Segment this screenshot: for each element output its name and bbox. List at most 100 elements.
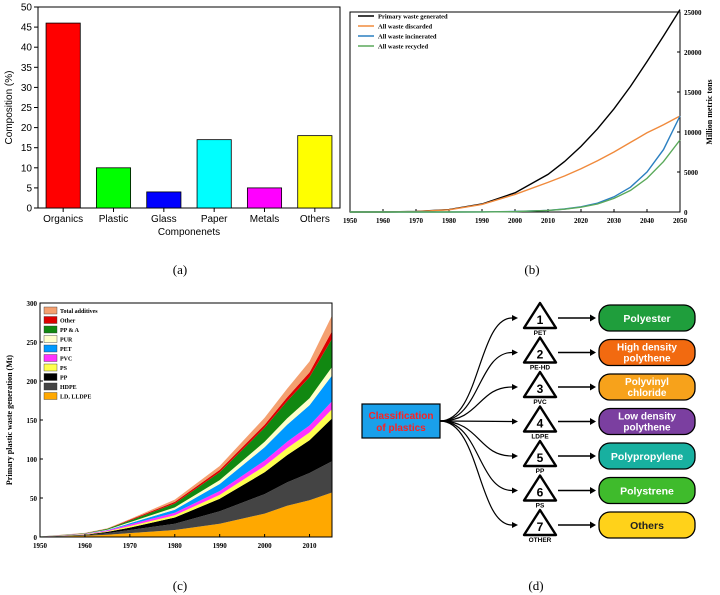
area-pet [40, 375, 332, 537]
recycle-triangle-icon [522, 370, 558, 399]
arrow-head [512, 522, 518, 528]
category-label: Polypropylene [611, 451, 684, 463]
legend-swatch [43, 354, 58, 362]
area-ps [40, 409, 332, 537]
x-tick-label: 2010 [541, 217, 556, 225]
x-tick-label: Plastic [99, 214, 128, 225]
x-axis-label: Componenets [158, 227, 220, 238]
y-tick-label: 300 [27, 300, 38, 308]
recycle-triangle-icon [522, 439, 558, 468]
legend-swatch [43, 316, 58, 324]
category-label-line2: polythene [623, 354, 671, 365]
resin-code: OTHER [529, 537, 552, 544]
y-tick-label: 20 [21, 123, 33, 134]
arrow-head [590, 521, 596, 529]
root-box [361, 403, 441, 439]
category-label-line2: polythene [623, 423, 671, 434]
resin-number: 2 [537, 348, 544, 362]
category-label-line1: High density [617, 343, 677, 354]
category-box [598, 442, 696, 470]
category-box [598, 407, 696, 436]
y-tick-label: 200 [27, 378, 38, 386]
x-tick-label: Others [300, 214, 330, 225]
bar [297, 135, 333, 209]
y-tick-label: 25 [21, 103, 33, 114]
x-tick-label: Metals [250, 214, 279, 225]
x-tick-label: 2000 [508, 217, 523, 225]
x-tick-label: 2010 [303, 542, 318, 550]
y-tick-label: 50 [21, 3, 33, 14]
chart-b-svg: 1950 1960 1970 1980 1990 2000 2010 2020 2030 2040… [343, 9, 714, 225]
resin-code: LDPE [531, 434, 549, 441]
category-box [598, 304, 696, 332]
area-pp [40, 418, 332, 537]
x-tick-label: 1960 [78, 542, 93, 550]
category-label-line1: Low density [618, 412, 676, 423]
recycle-triangle-icon [522, 405, 558, 433]
legend-swatch [43, 363, 58, 372]
arrow-head [512, 349, 518, 356]
y-tick-label: 50 [30, 495, 38, 503]
plot-frame [349, 11, 681, 213]
legend-label: PET [60, 347, 72, 353]
chart-c: 1950 1960 1970 1980 1990 2000 2010 0 50 100 150 200… [0, 295, 340, 565]
chart-a: 0 5 10 15 20 25 30 35 40 45 50 Organics Plastic Glass… [0, 0, 360, 250]
x-tick-label: 1950 [343, 217, 358, 225]
area-other [40, 331, 332, 537]
chart-a-svg: 0 5 10 15 20 25 30 35 40 45 50 Organics Plastic Glass… [4, 3, 341, 238]
area-pp-a [40, 338, 332, 537]
category-box [598, 338, 696, 367]
x-tick-label: 1970 [409, 217, 424, 225]
legend-label: All waste recycled [378, 44, 428, 51]
resin-code: PET [534, 330, 547, 337]
x-tick-label: 1960 [376, 217, 391, 225]
chart-c-svg: 1950 1960 1970 1980 1990 2000 2010 0 50 100 150 200… [5, 300, 333, 550]
y-tick-label: 15 [21, 143, 33, 154]
plot-frame [37, 6, 341, 209]
arrow-head [512, 487, 518, 494]
arrow-head [512, 384, 518, 390]
x-tick-label: Glass [151, 214, 177, 225]
y-tick-label: 5 [26, 183, 32, 194]
resin-number: 6 [537, 486, 544, 500]
area-pur [40, 367, 332, 537]
y-tick-label: 5000 [684, 169, 699, 177]
arrow-head [512, 315, 518, 321]
x-tick-label: 2020 [574, 217, 589, 225]
y-tick-label: 20000 [684, 49, 702, 57]
bar [196, 139, 232, 209]
x-tick-label: 1970 [123, 542, 138, 550]
resin-code: PP [536, 468, 545, 475]
legend-label: PVC [60, 357, 72, 363]
legend-label: Other [60, 319, 76, 325]
branch-arrow [439, 386, 513, 422]
x-tick-label: Organics [43, 214, 83, 225]
recycle-triangle-icon [522, 336, 558, 364]
y-axis-label: Composition (%) [4, 71, 15, 145]
area-hdpe [40, 461, 332, 537]
legend-label: PP [60, 376, 68, 382]
resin-code: PE-HD [530, 365, 551, 372]
recycle-triangle-icon [522, 474, 558, 502]
category-label: Others [630, 520, 664, 532]
branch-arrow [439, 420, 513, 492]
category-box [598, 511, 696, 539]
root-label-line2: of plastics [376, 423, 426, 434]
caption-b: (b) [524, 262, 540, 277]
category-label: Polyester [623, 313, 670, 325]
series-line [350, 115, 681, 213]
bar [146, 191, 182, 209]
legend-label: PP & A [60, 328, 80, 334]
y-tick-label: 0 [684, 209, 688, 217]
x-tick-label: 2040 [640, 217, 655, 225]
arrow-head [590, 418, 596, 425]
y-tick-label: 40 [21, 43, 33, 54]
y-tick-label: 100 [27, 456, 38, 464]
root-label-line1: Classification [368, 411, 433, 422]
category-label: Polystrene [620, 486, 674, 498]
resin-number: 3 [537, 382, 544, 396]
caption-c: (c) [172, 578, 188, 593]
arrow-head [590, 314, 596, 322]
y-tick-label: 10 [21, 163, 33, 174]
resin-number: 5 [537, 451, 544, 465]
